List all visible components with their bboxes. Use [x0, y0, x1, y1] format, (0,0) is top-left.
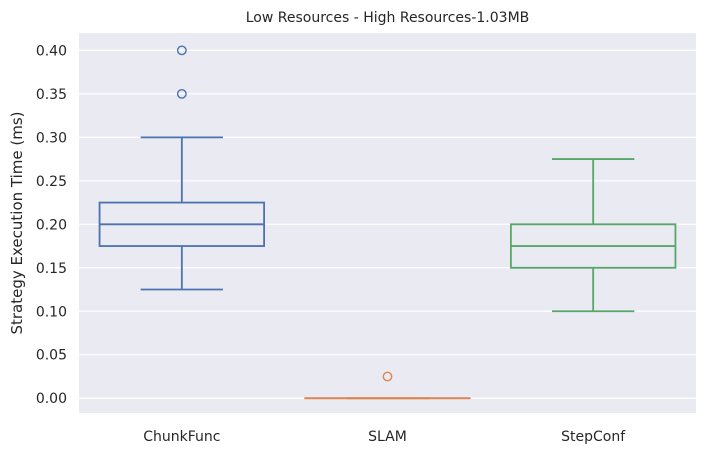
x-tick-labels: ChunkFunc SLAM StepConf	[143, 429, 626, 445]
x-tick-label: SLAM	[368, 429, 407, 445]
box-chunkfunc	[98, 45, 266, 291]
outlier-point	[176, 45, 187, 56]
box-slam	[304, 371, 471, 400]
y-tick-label: 0.00	[36, 391, 67, 407]
outlier-point	[382, 371, 393, 382]
y-tick-labels: 0.00 0.05 0.10 0.15 0.20 0.25 0.30 0.35 0.40	[36, 43, 67, 407]
y-tick-label: 0.35	[36, 87, 67, 103]
box-stepconf	[509, 158, 677, 313]
y-tick-label: 0.20	[36, 217, 67, 233]
y-tick-label: 0.30	[36, 130, 67, 146]
y-tick-label: 0.10	[36, 304, 67, 320]
y-tick-label: 0.05	[36, 348, 67, 364]
boxes	[98, 45, 677, 400]
y-axis-label: Strategy Execution Time (ms)	[8, 111, 26, 334]
x-tick-label: StepConf	[561, 429, 626, 445]
x-tick-label: ChunkFunc	[143, 429, 220, 445]
y-tick-label: 0.40	[36, 43, 67, 59]
plot-area	[79, 33, 696, 413]
y-tick-label: 0.25	[36, 174, 67, 190]
chart-title: Low Resources - High Resources-1.03MB	[246, 10, 530, 26]
outlier-point	[176, 88, 187, 99]
y-tick-label: 0.15	[36, 261, 67, 277]
